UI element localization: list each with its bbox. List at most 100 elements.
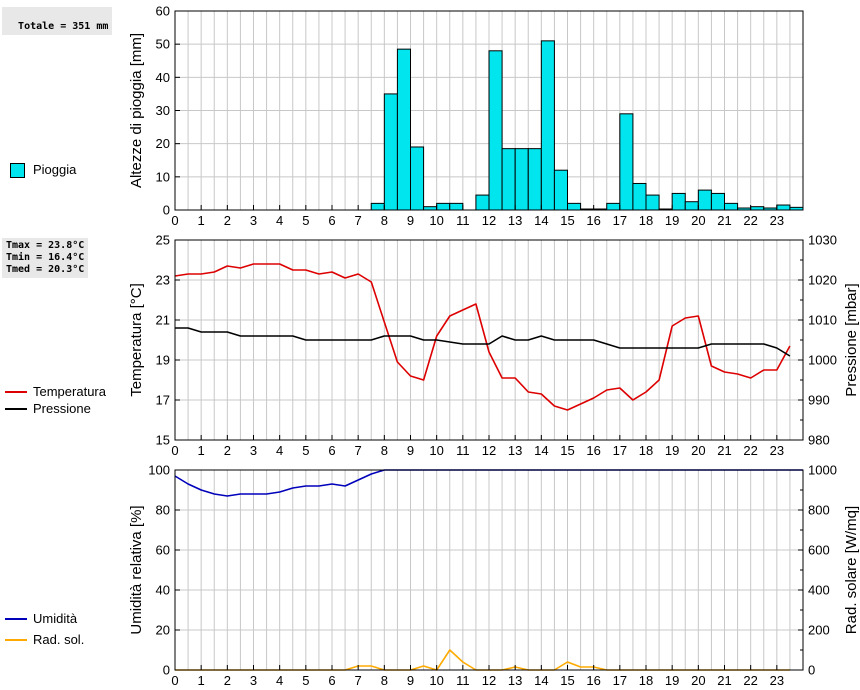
rain-x-tick-label: 16 xyxy=(586,213,600,228)
temp-panel xyxy=(174,239,804,441)
rain-x-tick-label: 2 xyxy=(224,213,231,228)
temp-y2-tick-label: 1020 xyxy=(808,273,837,288)
rain-panel xyxy=(174,10,804,211)
temp-y-tick-label: 15 xyxy=(156,433,170,448)
temp-x-tick-label: 13 xyxy=(508,443,522,458)
hum-y2-tick-label: 1000 xyxy=(808,463,837,478)
rain-x-tick-label: 6 xyxy=(328,213,335,228)
temp-x-tick-label: 16 xyxy=(586,443,600,458)
temp-y-tick-label: 23 xyxy=(156,273,170,288)
rain-x-tick-label: 17 xyxy=(613,213,627,228)
temp-x-tick-label: 21 xyxy=(717,443,731,458)
hum-x-tick-label: 17 xyxy=(613,673,627,688)
temp-y-tick-label: 25 xyxy=(156,233,170,248)
rain-x-tick-label: 21 xyxy=(717,213,731,228)
rain-bar xyxy=(514,148,529,211)
hum-x-tick-label: 20 xyxy=(691,673,705,688)
hum-x-tick-label: 6 xyxy=(328,673,335,688)
hum-y-tick-label: 0 xyxy=(163,663,170,678)
temp-y-tick-label: 19 xyxy=(156,353,170,368)
rain-x-tick-label: 20 xyxy=(691,213,705,228)
rain-x-tick-label: 1 xyxy=(198,213,205,228)
hum-panel xyxy=(174,469,804,671)
hum-x-tick-label: 3 xyxy=(250,673,257,688)
rain-x-tick-label: 19 xyxy=(665,213,679,228)
solar-swatch-icon xyxy=(5,639,27,641)
hum-y2-tick-label: 200 xyxy=(808,623,830,638)
temp-x-tick-label: 8 xyxy=(381,443,388,458)
hum-x-tick-label: 1 xyxy=(198,673,205,688)
hum-y2-tick-label: 600 xyxy=(808,543,830,558)
temp-x-tick-label: 22 xyxy=(743,443,757,458)
hum-x-tick-label: 2 xyxy=(224,673,231,688)
rain-y-tick-label: 20 xyxy=(156,136,170,151)
rain-bar xyxy=(710,192,726,211)
temp-y-tick-label: 21 xyxy=(156,313,170,328)
temp-x-tick-label: 1 xyxy=(198,443,205,458)
temp-x-tick-label: 19 xyxy=(665,443,679,458)
rain-y-tick-label: 10 xyxy=(156,169,170,184)
tmed-label: Tmed = 20.3°C xyxy=(6,264,85,275)
temperature-swatch-icon xyxy=(5,391,27,393)
rain-x-tick-label: 7 xyxy=(355,213,362,228)
temp-y2-axis-label: Pressione [mbar] xyxy=(843,283,860,396)
hum-x-tick-label: 4 xyxy=(276,673,283,688)
rain-bar xyxy=(776,204,791,211)
rain-bar xyxy=(724,202,739,211)
hum-x-tick-label: 14 xyxy=(534,673,548,688)
temp-x-tick-label: 7 xyxy=(355,443,362,458)
rain-x-tick-label: 12 xyxy=(482,213,496,228)
rain-x-tick-label: 10 xyxy=(429,213,443,228)
rain-y-tick-label: 50 xyxy=(156,37,170,52)
hum-x-tick-label: 9 xyxy=(407,673,414,688)
temp-x-tick-label: 2 xyxy=(224,443,231,458)
temp-y2-tick-label: 1030 xyxy=(808,233,837,248)
legend-solar-label: Rad. sol. xyxy=(33,632,85,647)
rain-x-tick-label: 18 xyxy=(639,213,653,228)
rain-bar xyxy=(645,194,660,211)
rain-swatch-icon xyxy=(10,163,25,178)
temp-y-axis-label: Temperatura [°C] xyxy=(128,283,145,397)
rain-bar xyxy=(697,189,712,211)
rain-x-tick-label: 3 xyxy=(250,213,257,228)
rain-y-tick-label: 40 xyxy=(156,70,170,85)
rain-x-tick-label: 11 xyxy=(456,213,470,228)
humidity-swatch-icon xyxy=(5,618,27,620)
hum-x-tick-label: 7 xyxy=(355,673,362,688)
hum-y2-tick-label: 400 xyxy=(808,583,830,598)
rain-bar xyxy=(671,192,686,211)
hum-x-tick-label: 12 xyxy=(482,673,496,688)
rain-y-tick-label: 60 xyxy=(156,4,170,19)
rain-bar xyxy=(567,202,582,211)
hum-y-axis-label: Umidità relativa [%] xyxy=(128,505,145,634)
temp-y2-tick-label: 1010 xyxy=(808,313,837,328)
rain-bar xyxy=(410,146,425,211)
temp-y2-tick-label: 1000 xyxy=(808,353,837,368)
hum-y-tick-label: 20 xyxy=(156,623,170,638)
hum-x-tick-label: 18 xyxy=(639,673,653,688)
temperature-line xyxy=(174,263,791,411)
hum-x-tick-label: 23 xyxy=(770,673,784,688)
temperature-stats-box: Tmax = 23.8°C Tmin = 16.4°C Tmed = 20.3°… xyxy=(2,238,89,278)
temp-x-tick-label: 20 xyxy=(691,443,705,458)
rain-bar xyxy=(475,194,490,211)
pressure-line xyxy=(175,327,791,357)
temp-x-tick-label: 18 xyxy=(639,443,653,458)
hum-y-tick-label: 60 xyxy=(156,543,170,558)
rain-bar xyxy=(540,40,555,211)
rain-x-tick-label: 15 xyxy=(560,213,574,228)
temp-x-tick-label: 6 xyxy=(328,443,335,458)
rain-x-tick-label: 5 xyxy=(302,213,309,228)
hum-y2-tick-label: 800 xyxy=(808,503,830,518)
hum-x-tick-label: 5 xyxy=(302,673,309,688)
hum-x-tick-label: 15 xyxy=(560,673,574,688)
temp-x-tick-label: 23 xyxy=(770,443,784,458)
hum-x-tick-label: 19 xyxy=(665,673,679,688)
legend-pressure-label: Pressione xyxy=(33,401,91,416)
rain-bar xyxy=(527,148,542,211)
temp-y-tick-label: 17 xyxy=(156,393,170,408)
hum-x-tick-label: 16 xyxy=(586,673,600,688)
temp-x-tick-label: 4 xyxy=(276,443,283,458)
legend-temperature-label: Temperatura xyxy=(33,384,106,399)
temp-x-tick-label: 14 xyxy=(534,443,548,458)
